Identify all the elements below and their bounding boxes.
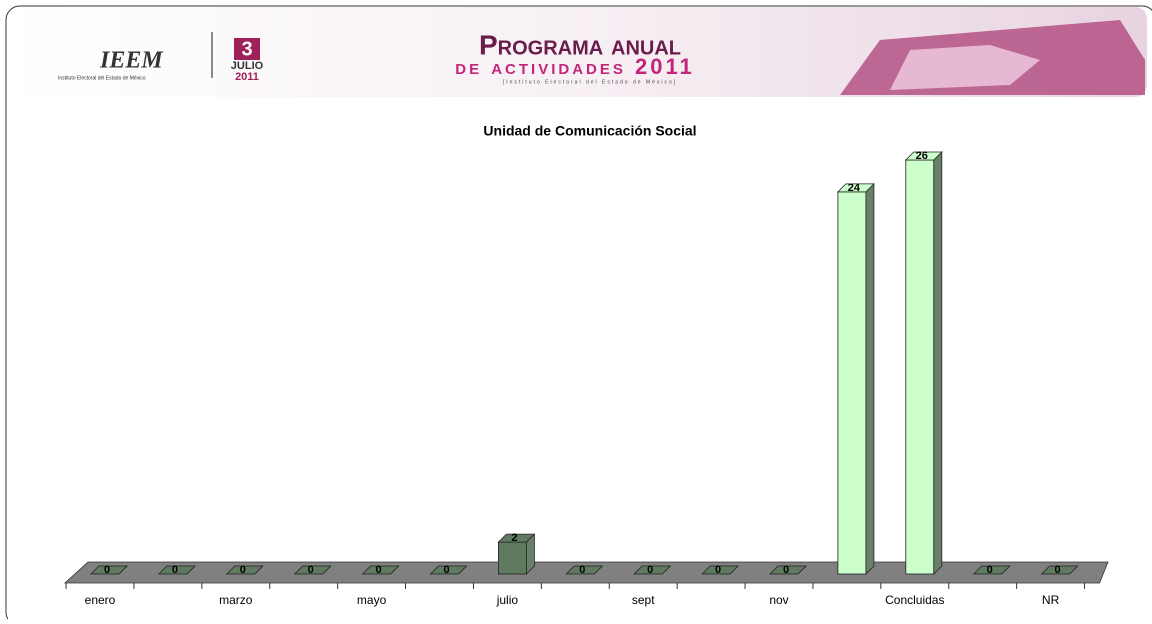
value-label: 0	[987, 564, 993, 576]
value-label: 0	[1055, 564, 1061, 576]
value-label: 26	[916, 150, 928, 162]
value-label: 0	[172, 564, 178, 576]
value-label: 0	[240, 564, 246, 576]
bar-side	[934, 152, 942, 574]
value-label: 0	[443, 564, 449, 576]
value-label: 2	[511, 532, 517, 544]
bar-side	[866, 184, 874, 574]
x-tick-label: marzo	[219, 593, 253, 607]
x-tick-label: julio	[496, 593, 519, 607]
day: 3	[241, 38, 252, 60]
value-label: 0	[579, 564, 585, 576]
value-label: 0	[308, 564, 314, 576]
bar	[498, 542, 526, 574]
logo: IEEM	[99, 48, 164, 74]
x-tick-label: mayo	[357, 593, 387, 607]
value-label: 0	[715, 564, 721, 576]
value-label: 0	[647, 564, 653, 576]
value-label: 0	[376, 564, 382, 576]
bar	[838, 192, 866, 574]
page: IEEM Instituto Electoral del Estado de M…	[0, 0, 1152, 619]
chart-title: Unidad de Comunicación Social	[483, 123, 696, 139]
value-label: 24	[848, 182, 861, 194]
x-tick-label: Concluidas	[885, 593, 944, 607]
header-title-2: de actividades 2011	[455, 54, 694, 79]
x-tick-label: enero	[85, 593, 116, 607]
frame	[6, 6, 1152, 619]
value-label: 0	[783, 564, 789, 576]
x-tick-label: NR	[1042, 593, 1060, 607]
logo-caption: Instituto Electoral del Estado de México	[58, 75, 146, 81]
bar	[906, 160, 934, 574]
value-label: 0	[104, 564, 110, 576]
x-tick-label: sept	[632, 593, 655, 607]
year: 2011	[235, 71, 259, 83]
header-subtitle: [Instituto Electoral del Estado de Méxic…	[503, 79, 677, 85]
x-tick-label: nov	[769, 593, 788, 607]
